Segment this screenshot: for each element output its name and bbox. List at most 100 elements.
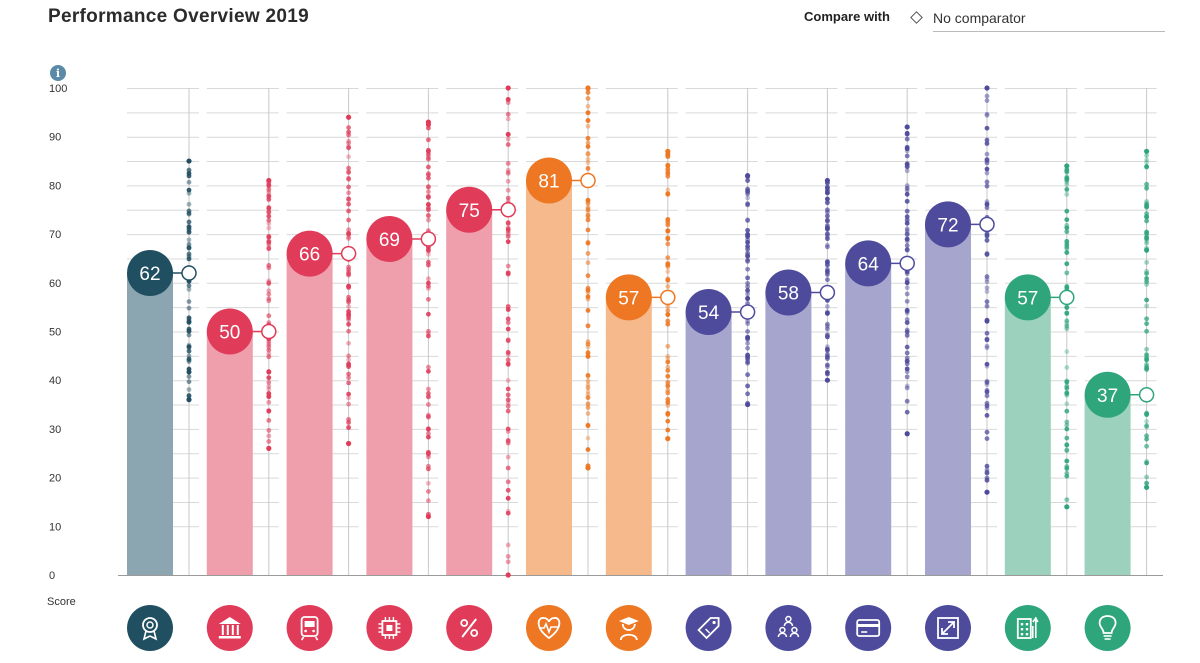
distribution-dot	[346, 380, 351, 386]
distribution-dot	[266, 386, 272, 392]
distribution-dot	[186, 345, 192, 351]
distribution-dot	[984, 436, 990, 442]
distribution-dot	[825, 218, 830, 224]
value-marker[interactable]	[979, 216, 995, 233]
distribution-dot	[745, 284, 750, 290]
distribution-dot	[585, 260, 591, 266]
info-icon[interactable]: i	[50, 65, 66, 81]
distribution-dot	[904, 191, 910, 197]
bar[interactable]	[206, 331, 253, 576]
value-marker[interactable]	[500, 202, 516, 218]
bar[interactable]	[366, 238, 413, 575]
value-badge[interactable]	[127, 250, 173, 297]
people-network-icon[interactable]	[765, 605, 812, 651]
distribution-dot	[1144, 260, 1149, 265]
bar[interactable]	[765, 292, 812, 575]
value-marker[interactable]	[580, 172, 596, 189]
value-badge[interactable]	[206, 308, 253, 355]
bar[interactable]	[605, 297, 652, 575]
price-tag-icon[interactable]	[685, 605, 732, 651]
expand-arrows-icon[interactable]	[925, 605, 971, 651]
distribution-dot	[1064, 305, 1070, 311]
value-badge[interactable]	[286, 230, 333, 277]
distribution-dot	[1064, 448, 1070, 453]
value-marker[interactable]	[261, 323, 277, 340]
distribution-dot	[505, 350, 511, 355]
distribution-dot	[745, 266, 750, 272]
graduate-icon[interactable]	[605, 605, 652, 651]
bar[interactable]	[286, 253, 333, 575]
distribution-dot	[346, 298, 351, 304]
value-marker[interactable]	[181, 265, 197, 281]
train-icon[interactable]	[286, 605, 333, 651]
value-badge[interactable]	[526, 157, 572, 204]
distribution-dot	[665, 364, 671, 370]
distribution-dot	[186, 256, 192, 262]
distribution-dot	[904, 285, 910, 291]
value-label: 62	[139, 264, 160, 285]
value-badge[interactable]	[765, 269, 812, 316]
distribution-dot	[745, 195, 750, 201]
value-label: 57	[1017, 288, 1038, 309]
distribution-dot	[426, 137, 431, 143]
value-badge[interactable]	[845, 240, 892, 287]
value-badge[interactable]	[1004, 274, 1051, 321]
distribution-dot	[984, 489, 990, 495]
value-badge[interactable]	[925, 201, 971, 248]
value-marker[interactable]	[340, 245, 357, 262]
distribution-dot	[585, 423, 591, 429]
distribution-dot	[346, 440, 352, 447]
bar[interactable]	[845, 263, 892, 575]
distribution-dot	[984, 463, 990, 469]
bar[interactable]	[446, 209, 493, 575]
distribution-dot	[266, 208, 272, 214]
distribution-dot	[1144, 213, 1149, 219]
value-badge[interactable]	[446, 186, 493, 233]
distribution-dot	[904, 327, 910, 333]
award-ribbon-icon[interactable]	[127, 605, 173, 651]
bar[interactable]	[1084, 394, 1131, 575]
heart-pulse-icon[interactable]	[526, 605, 572, 651]
distribution-dot	[346, 284, 351, 290]
lightbulb-icon[interactable]	[1084, 605, 1131, 651]
bar[interactable]	[685, 312, 732, 575]
distribution-dot	[346, 353, 351, 359]
distribution-dot	[1144, 346, 1149, 352]
distribution-dot	[745, 372, 750, 378]
value-badge[interactable]	[366, 215, 413, 262]
distribution-dot	[665, 170, 671, 176]
distribution-dot	[745, 345, 750, 351]
value-marker[interactable]	[1059, 289, 1075, 306]
distribution-dot	[186, 316, 192, 322]
percent-icon[interactable]	[446, 605, 493, 651]
value-marker[interactable]	[1138, 387, 1155, 403]
distribution-dot	[1064, 390, 1070, 396]
value-marker[interactable]	[899, 255, 915, 272]
distribution-dot	[745, 258, 750, 263]
value-marker[interactable]	[660, 289, 676, 306]
distribution-dot	[665, 228, 671, 234]
value-marker[interactable]	[739, 304, 756, 320]
distribution-dot	[984, 231, 990, 237]
distribution-dot	[665, 436, 671, 442]
comparator-select[interactable]: No comparator	[933, 9, 1165, 32]
value-badge[interactable]	[685, 289, 732, 336]
building-growth-icon[interactable]	[1004, 605, 1051, 651]
bar[interactable]	[526, 180, 572, 575]
distribution-dot	[1144, 240, 1149, 246]
bar[interactable]	[127, 273, 173, 575]
value-badge[interactable]	[605, 274, 652, 321]
value-marker[interactable]	[819, 284, 836, 301]
bar[interactable]	[1004, 297, 1051, 575]
distribution-dot	[346, 395, 351, 401]
value-badge[interactable]	[1084, 371, 1131, 418]
distribution-dot	[745, 246, 750, 252]
institution-icon[interactable]	[206, 605, 253, 651]
value-marker[interactable]	[420, 231, 437, 247]
chip-icon[interactable]	[366, 605, 413, 651]
distribution-dot	[346, 299, 351, 305]
distribution-dot	[266, 288, 272, 294]
distribution-dot	[585, 372, 591, 378]
bar[interactable]	[925, 224, 971, 576]
credit-card-icon[interactable]	[845, 605, 892, 651]
